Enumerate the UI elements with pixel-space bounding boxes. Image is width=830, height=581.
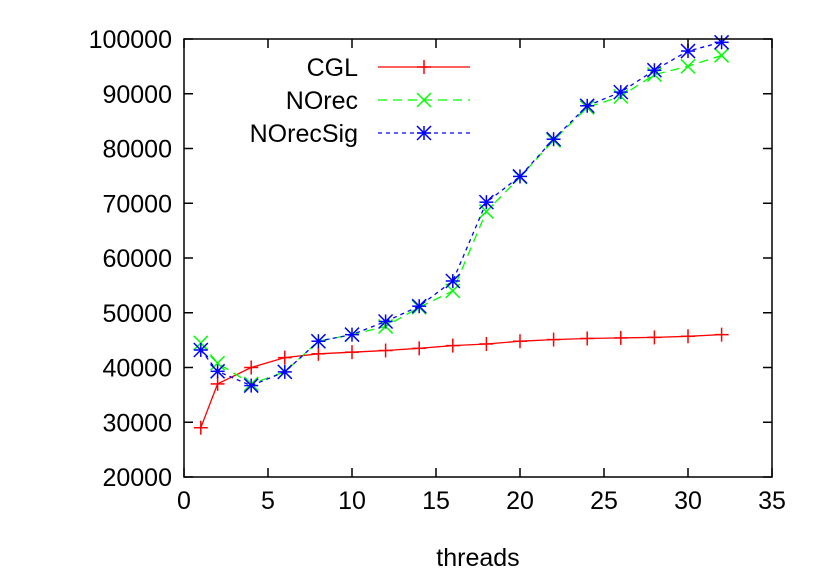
data-point-norecsig (411, 298, 427, 314)
data-point-norecsig (714, 34, 730, 50)
legend-marker (416, 125, 432, 141)
data-point-norec (680, 58, 696, 74)
data-point-norecsig (378, 313, 394, 330)
data-point-norecsig (546, 131, 562, 147)
series-line-cgl (200, 333, 722, 428)
data-point-cgl (681, 329, 695, 344)
legend-label: NOrecSig (250, 120, 358, 148)
data-point-norecsig (277, 364, 293, 380)
data-point-cgl (277, 350, 292, 365)
data-point-norecsig (445, 273, 461, 289)
x-axis-label: threads (436, 544, 519, 572)
data-point-norecsig (646, 62, 662, 78)
y-tick-label: 50000 (102, 300, 172, 328)
data-point-norecsig (512, 168, 528, 184)
legend: CGL NOrec NOrecSig (250, 54, 470, 148)
data-point-norecsig (193, 342, 209, 358)
data-point-norecsig (579, 98, 595, 114)
y-tick-label: 60000 (102, 245, 172, 273)
y-tick-label: 100000 (89, 26, 172, 54)
data-point-norec (714, 47, 730, 63)
data-point-norecsig (344, 327, 360, 343)
x-axis: 0 5 10 15 20 25 30 35 (177, 39, 786, 515)
x-tick-label: 35 (758, 487, 786, 515)
data-point-cgl (714, 327, 729, 342)
x-tick-label: 5 (261, 487, 275, 515)
legend-marker (417, 60, 431, 74)
y-tick-label: 20000 (102, 464, 172, 492)
y-tick-label: 70000 (102, 190, 172, 218)
data-point-cgl (193, 420, 208, 435)
data-point-cgl (613, 330, 628, 345)
data-point-norecsig (478, 194, 494, 210)
y-tick-label: 30000 (102, 409, 172, 437)
data-point-cgl (378, 343, 393, 358)
data-point-cgl (647, 330, 662, 345)
y-tick-label: 80000 (102, 136, 172, 164)
data-point-cgl (580, 331, 595, 346)
series-line-norecsig (200, 41, 722, 387)
legend-label: NOrec (286, 87, 358, 115)
data-point-norecsig (613, 84, 629, 100)
data-point-cgl (412, 341, 427, 356)
data-point-cgl (479, 336, 494, 351)
legend-label: CGL (307, 54, 359, 82)
data-point-cgl (210, 376, 225, 391)
y-tick-label: 40000 (102, 355, 172, 383)
data-point-norecsig (310, 333, 326, 349)
data-point-norec (193, 335, 209, 351)
x-tick-label: 20 (506, 487, 534, 515)
x-tick-label: 10 (338, 487, 366, 515)
data-point-cgl (345, 345, 359, 360)
legend-marker (416, 92, 432, 108)
data-point-norecsig (243, 378, 259, 394)
plot-frame (183, 38, 773, 478)
data-point-cgl (445, 338, 460, 353)
data-point-cgl (546, 332, 561, 347)
data-point-norecsig (210, 363, 226, 379)
plot-marks (193, 34, 730, 435)
x-tick-label: 30 (674, 487, 702, 515)
series-line-norec (200, 54, 722, 385)
data-point-cgl (244, 360, 259, 375)
data-point-cgl (513, 334, 527, 349)
x-tick-label: 0 (177, 487, 191, 515)
y-axis: 20000 30000 40000 50000 60000 70000 80000 90000… (89, 26, 772, 492)
x-tick-label: 25 (590, 487, 618, 515)
data-point-cgl (311, 346, 326, 361)
data-point-norec (210, 355, 226, 371)
x-tick-label: 15 (422, 487, 450, 515)
y-tick-label: 90000 (102, 81, 172, 109)
